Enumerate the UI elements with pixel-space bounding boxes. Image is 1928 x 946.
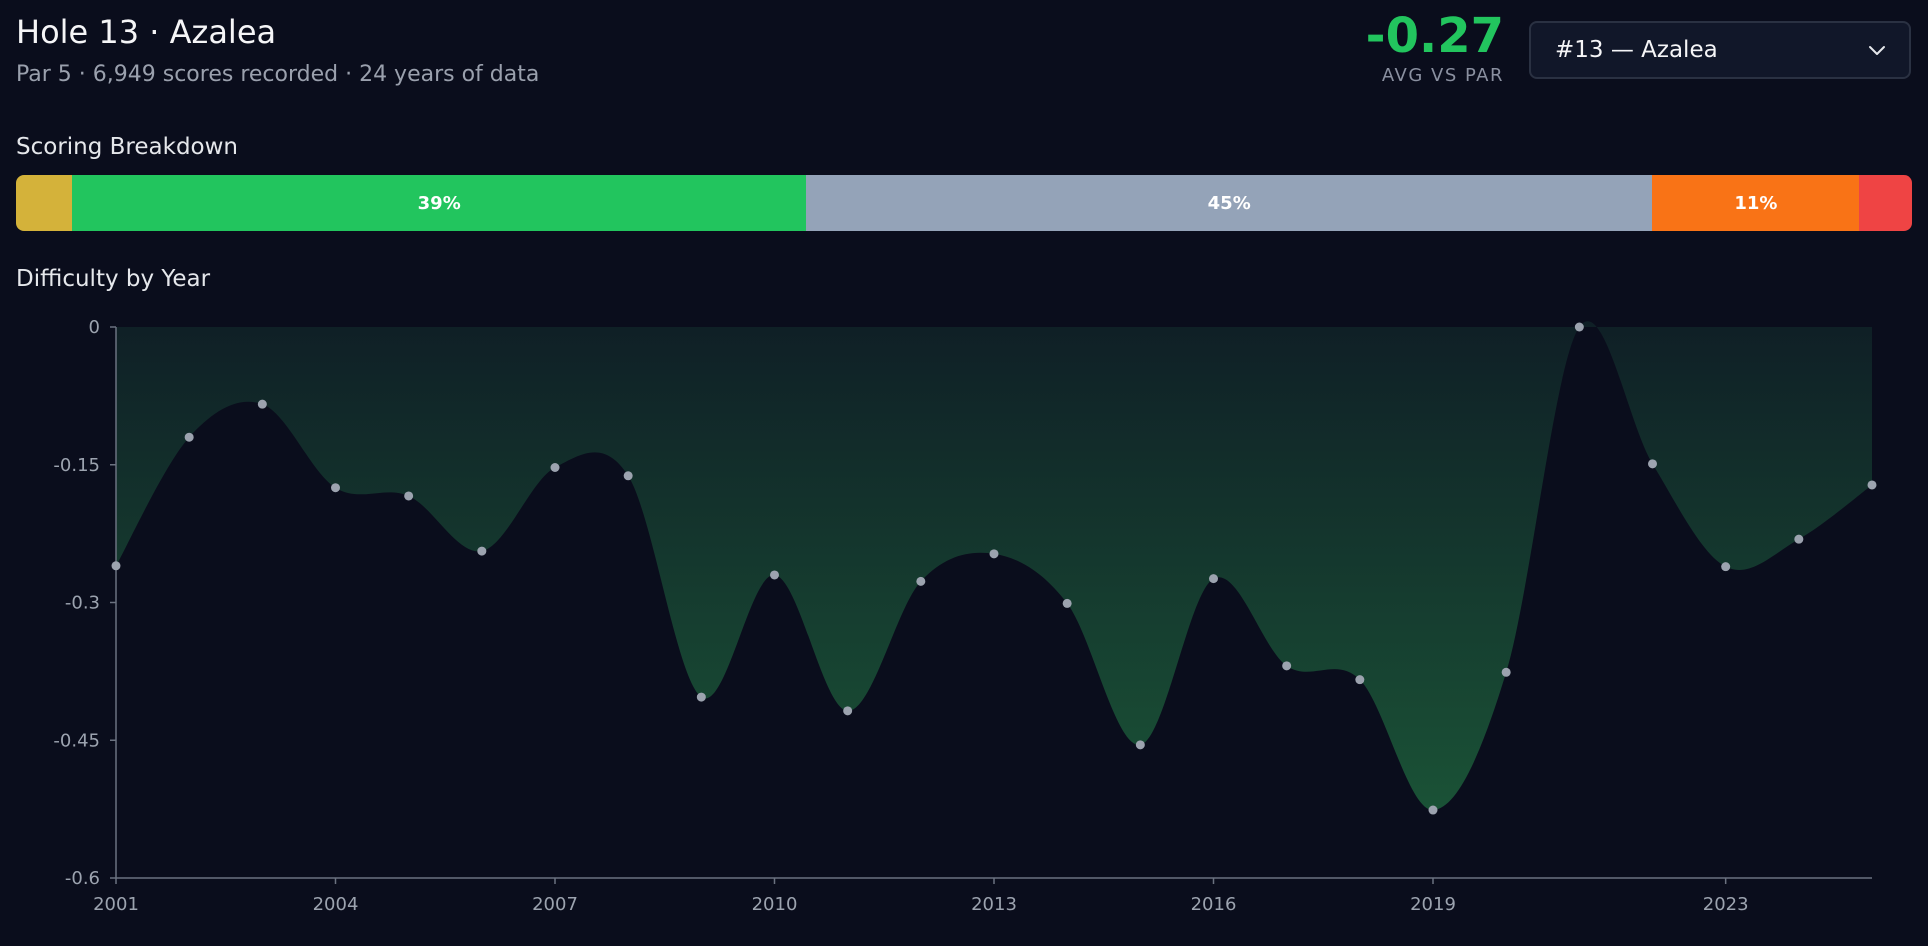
data-point: [623, 471, 633, 481]
data-point: [184, 432, 194, 442]
data-point: [1501, 667, 1511, 677]
breakdown-segment-label: 45%: [1207, 192, 1251, 214]
data-point: [404, 491, 414, 501]
scoring-breakdown-title: Scoring Breakdown: [16, 134, 239, 160]
breakdown-segment-label: 39%: [417, 192, 461, 214]
y-tick-label: -0.6: [65, 868, 100, 889]
hole-select[interactable]: #13 — Azalea: [1529, 21, 1911, 79]
difficulty-by-year-chart: 0 -0.15 -0.3 -0.45 -0.6 2001 2004 2007 2010 2013 2…: [53, 317, 1877, 915]
hole-select-value: #13 — Azalea: [1555, 37, 1718, 63]
y-tick-label: -0.15: [53, 455, 100, 476]
data-point: [1209, 574, 1218, 584]
x-tick-label: 2004: [313, 894, 359, 915]
data-point: [477, 546, 487, 556]
avg-vs-par-stat: -0.27 AVG VS PAR: [1366, 8, 1504, 88]
x-tick-label: 2001: [93, 894, 139, 915]
x-tick-label: 2023: [1703, 894, 1749, 915]
data-point: [1428, 805, 1438, 815]
breakdown-segment: 11%: [1652, 175, 1860, 231]
y-tick-label: -0.3: [65, 593, 100, 614]
data-point: [1794, 534, 1804, 544]
data-point: [550, 463, 560, 473]
x-tick-label: 2016: [1191, 894, 1237, 915]
page-title: Hole 13 · Azalea: [16, 13, 277, 51]
x-tick-label: 2019: [1410, 894, 1456, 915]
avg-vs-par-value: -0.27: [1365, 8, 1504, 64]
x-tick-label: 2010: [752, 894, 798, 915]
x-tick-label: 2013: [971, 894, 1017, 915]
data-point: [1355, 675, 1365, 685]
data-point: [989, 549, 999, 559]
data-point: [111, 561, 121, 571]
scoring-breakdown-bar: 39% 45% 11%: [16, 175, 1912, 231]
data-point: [696, 692, 706, 702]
y-tick-label: 0: [89, 317, 100, 338]
breakdown-segment: 45%: [806, 175, 1653, 231]
data-point: [1282, 661, 1292, 671]
data-point: [1867, 480, 1877, 490]
avg-vs-par-label: AVG VS PAR: [1381, 65, 1504, 86]
x-tick-label: 2007: [532, 894, 578, 915]
data-point: [331, 483, 340, 493]
data-point: [1574, 322, 1584, 332]
breakdown-segment: [16, 175, 73, 231]
data-point: [257, 399, 267, 409]
y-tick-label: -0.45: [53, 730, 100, 751]
data-point: [1135, 740, 1145, 750]
breakdown-segment: [1859, 175, 1912, 231]
data-point: [843, 706, 853, 716]
data-point: [770, 570, 779, 580]
data-point: [1062, 598, 1072, 608]
data-point: [1648, 459, 1657, 469]
data-point: [916, 576, 926, 586]
breakdown-segment-label: 11%: [1734, 192, 1778, 214]
breakdown-segment: 39%: [72, 175, 806, 231]
chevron-down-icon: [1869, 46, 1885, 55]
data-point: [1721, 562, 1731, 572]
difficulty-area: [116, 321, 1872, 811]
page-subtitle: Par 5 · 6,949 scores recorded · 24 years…: [16, 62, 540, 87]
difficulty-chart-title: Difficulty by Year: [16, 266, 211, 292]
